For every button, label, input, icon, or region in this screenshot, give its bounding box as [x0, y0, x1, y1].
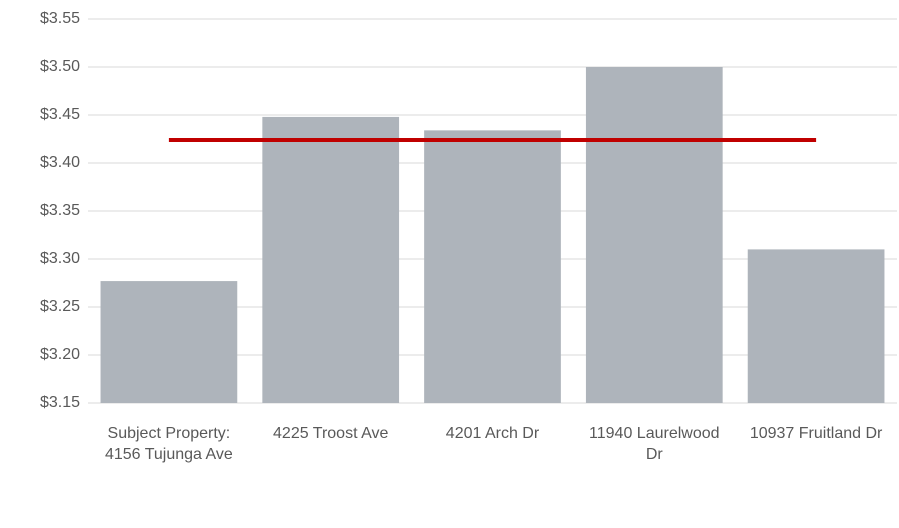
- y-tick-label: $3.40: [40, 154, 80, 171]
- y-tick-label: $3.55: [40, 10, 80, 27]
- bar: [585, 67, 723, 403]
- x-tick-label: Subject Property: 4156 Tujunga Ave: [104, 425, 233, 463]
- bar: [424, 130, 561, 404]
- x-tick-label: 4201 Arch Dr: [445, 425, 540, 442]
- y-tick-label: $3.50: [40, 58, 80, 75]
- y-tick-label: $3.15: [40, 394, 80, 411]
- x-tick-label: 11940 Laurelwood Dr: [589, 425, 720, 463]
- bar: [747, 249, 885, 403]
- y-tick-label: $3.20: [40, 346, 80, 363]
- y-tick-label: $3.25: [40, 298, 80, 315]
- x-tick-label: 10937 Fruitland Dr: [749, 425, 883, 442]
- bar: [100, 281, 238, 403]
- bar: [262, 116, 400, 404]
- y-tick-label: $3.35: [40, 202, 80, 219]
- y-tick-label: $3.45: [40, 106, 80, 123]
- x-tick-label: 4225 Troost Ave: [273, 425, 389, 442]
- y-tick-label: $3.30: [40, 250, 80, 267]
